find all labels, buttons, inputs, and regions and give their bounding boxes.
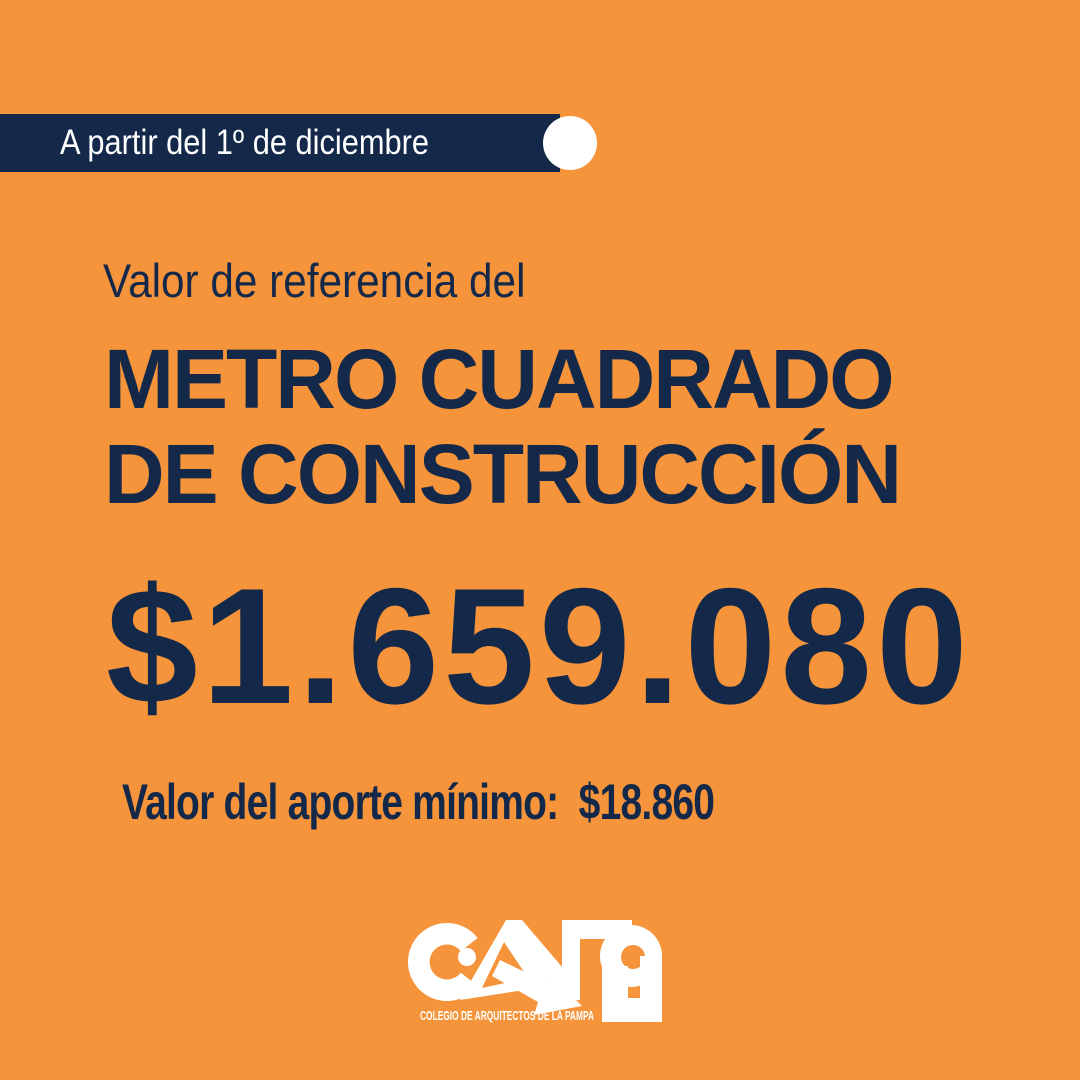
logo-letter-p-foot: [602, 998, 662, 1022]
logo-letter-l: [506, 920, 580, 1000]
logo-letter-p-counter: [621, 945, 645, 969]
main-title-line2: DE CONSTRUCCIÓN: [104, 427, 902, 521]
date-banner-label: A partir del 1º de diciembre: [60, 123, 430, 162]
aporte-value: $18.860: [578, 774, 715, 830]
aporte-line: Valor del aporte mínimo: $18.860: [122, 774, 715, 830]
logo-letter-p-right: [640, 956, 662, 1006]
logo-letter-l-stem: [562, 920, 580, 1000]
intro-text: Valor de referencia del: [103, 254, 526, 307]
logo-org-name: COLEGIO DE ARQUITECTOS DE LA PAMPA: [420, 1009, 594, 1023]
banner-circle-decoration: [543, 116, 597, 170]
main-title-line1: METRO CUADRADO: [104, 332, 895, 426]
logo-c-hook: [458, 948, 476, 966]
calp-logo: COLEGIO DE ARQUITECTOS DE LA PAMPA: [402, 916, 662, 1028]
logo-arrow: [492, 960, 582, 1015]
date-banner: A partir del 1º de diciembre: [0, 114, 560, 172]
main-title: METRO CUADRADO DE CONSTRUCCIÓN: [104, 332, 902, 522]
price-value: $1.659.080: [106, 554, 972, 738]
aporte-label: Valor del aporte mínimo:: [122, 774, 559, 830]
logo-letter-c: [407, 923, 478, 1001]
calp-logo-mark: COLEGIO DE ARQUITECTOS DE LA PAMPA: [407, 920, 662, 1023]
